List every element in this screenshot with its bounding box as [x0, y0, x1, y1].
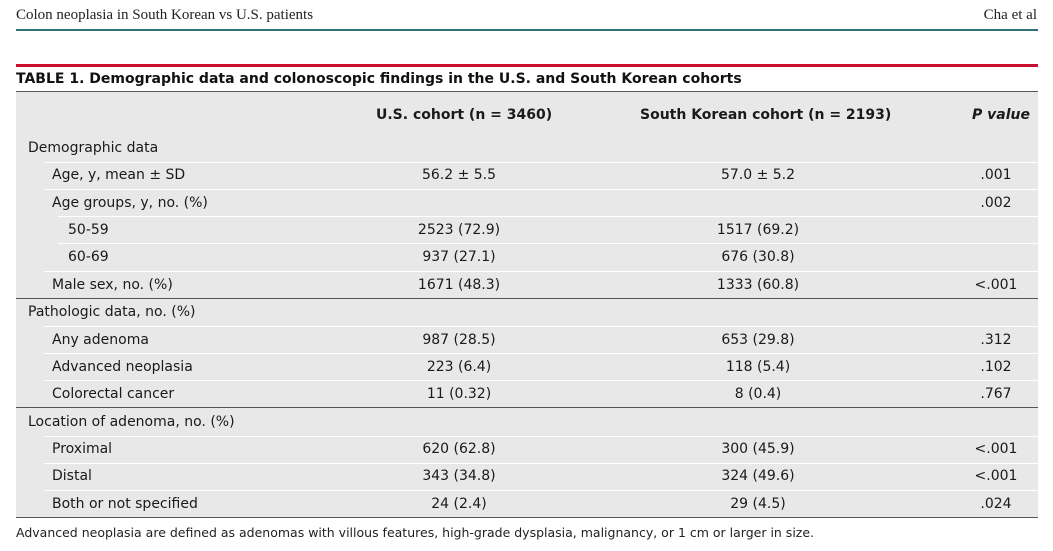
cell-us: 1671 (48.3)	[417, 277, 501, 293]
table-row: Age groups, y, no. (%) .002	[16, 190, 1038, 217]
row-label: Colorectal cancer	[52, 386, 175, 402]
cell-us: 56.2 ± 5.5	[421, 167, 497, 183]
cell-p-value: <.001	[974, 468, 1018, 484]
row-divider	[44, 380, 1038, 381]
cell-korea: 57.0 ± 5.2	[720, 167, 796, 183]
column-header-korea: South Korean cohort (n = 2193)	[640, 107, 892, 123]
cell-p-value: .767	[980, 386, 1012, 402]
title-rule	[16, 91, 1038, 92]
table-title: TABLE 1. Demographic data and colonoscop…	[16, 71, 742, 87]
cell-korea: 324 (49.6)	[721, 468, 795, 484]
row-label: Age groups, y, no. (%)	[52, 195, 208, 211]
column-header-p-value: P value	[972, 107, 1030, 123]
cell-us: 343 (34.8)	[422, 468, 496, 484]
cell-p-value: .024	[980, 496, 1012, 512]
column-header-us: U.S. cohort (n = 3460)	[376, 107, 553, 123]
cell-p-value: <.001	[974, 441, 1018, 457]
row-divider	[44, 326, 1038, 327]
row-label: 50-59	[68, 222, 109, 238]
table-row: Male sex, no. (%) 1671 (48.3) 1333 (60.8…	[16, 272, 1038, 299]
running-head: Colon neoplasia in South Korean vs U.S. …	[0, 0, 1053, 34]
cell-us: 987 (28.5)	[422, 332, 496, 348]
cell-us: 2523 (72.9)	[417, 222, 501, 238]
row-divider	[44, 463, 1038, 464]
cell-korea: 653 (29.8)	[721, 332, 795, 348]
table-row: Age, y, mean ± SD 56.2 ± 5.5 57.0 ± 5.2 …	[16, 162, 1038, 189]
row-divider	[44, 490, 1038, 491]
cell-korea: 676 (30.8)	[721, 249, 795, 265]
section-divider	[16, 407, 1038, 408]
cell-korea: 118 (5.4)	[725, 359, 791, 375]
table-row: 60-69 937 (27.1) 676 (30.8)	[16, 244, 1038, 271]
table-top-rule	[16, 64, 1038, 67]
table-footnote: Advanced neoplasia are defined as adenom…	[16, 525, 815, 540]
table-row: Demographic data	[16, 135, 1038, 162]
table-row: Both or not specified 24 (2.4) 29 (4.5) …	[16, 491, 1038, 518]
row-label: Any adenoma	[52, 332, 149, 348]
row-divider	[44, 271, 1038, 272]
running-head-authors: Cha et al	[983, 7, 1037, 23]
section-divider	[16, 298, 1038, 299]
cell-p-value: <.001	[974, 277, 1018, 293]
row-label: 60-69	[68, 249, 109, 265]
row-label: Location of adenoma, no. (%)	[28, 414, 235, 430]
row-divider	[44, 436, 1038, 437]
cell-us: 620 (62.8)	[422, 441, 496, 457]
row-label: Male sex, no. (%)	[52, 277, 173, 293]
row-divider	[58, 216, 1038, 217]
row-label: Age, y, mean ± SD	[52, 167, 186, 183]
table-row: Colorectal cancer 11 (0.32) 8 (0.4) .767	[16, 381, 1038, 408]
row-divider	[44, 189, 1038, 190]
cell-us: 223 (6.4)	[426, 359, 492, 375]
cell-korea: 29 (4.5)	[730, 496, 786, 512]
table-row: 50-59 2523 (72.9) 1517 (69.2)	[16, 217, 1038, 244]
cell-p-value: .312	[980, 332, 1012, 348]
table-row: Pathologic data, no. (%)	[16, 299, 1038, 326]
cell-korea: 300 (45.9)	[721, 441, 795, 457]
table-row: Any adenoma 987 (28.5) 653 (29.8) .312	[16, 327, 1038, 354]
cell-p-value: .001	[980, 167, 1012, 183]
row-label: Pathologic data, no. (%)	[28, 304, 196, 320]
table-row: Location of adenoma, no. (%)	[16, 409, 1038, 436]
cell-us: 24 (2.4)	[431, 496, 487, 512]
running-head-title: Colon neoplasia in South Korean vs U.S. …	[16, 7, 314, 23]
row-divider	[44, 353, 1038, 354]
row-label: Advanced neoplasia	[52, 359, 193, 375]
row-divider	[44, 162, 1038, 163]
table-row: Advanced neoplasia 223 (6.4) 118 (5.4) .…	[16, 354, 1038, 381]
cell-p-value: .002	[980, 195, 1012, 211]
cell-p-value: .102	[980, 359, 1012, 375]
row-divider	[58, 243, 1038, 244]
row-label: Proximal	[52, 441, 113, 457]
row-label: Distal	[52, 468, 92, 484]
row-label: Both or not specified	[52, 496, 198, 512]
cell-us: 11 (0.32)	[426, 386, 492, 402]
cell-korea: 1517 (69.2)	[716, 222, 800, 238]
table-row: Distal 343 (34.8) 324 (49.6) <.001	[16, 463, 1038, 490]
cell-us: 937 (27.1)	[422, 249, 496, 265]
table-row: Proximal 620 (62.8) 300 (45.9) <.001	[16, 436, 1038, 463]
row-label: Demographic data	[28, 140, 159, 156]
table-bottom-rule	[16, 517, 1038, 518]
header-rule	[16, 29, 1038, 31]
cell-korea: 1333 (60.8)	[716, 277, 800, 293]
cell-korea: 8 (0.4)	[734, 386, 782, 402]
